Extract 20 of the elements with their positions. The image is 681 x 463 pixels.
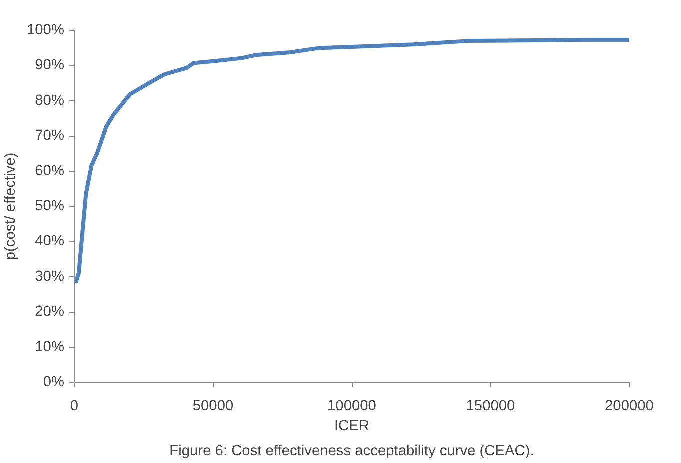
caption: Figure 6: Cost effectiveness acceptability curve (CEAC). — [170, 444, 534, 460]
x-tick-label: 150000 — [466, 398, 516, 414]
y-tick-label: 70% — [35, 128, 65, 144]
y-axis-title: p(cost/ effective) — [3, 152, 20, 260]
y-tick-label: 30% — [35, 268, 65, 285]
x-tick-label: 200000 — [605, 398, 654, 414]
x-tick-label: 50000 — [192, 398, 234, 414]
y-tick-label: 60% — [35, 163, 65, 180]
y-tick-label: 80% — [35, 92, 65, 109]
x-tick-label: 100000 — [328, 398, 376, 414]
y-tick-label: 40% — [35, 234, 65, 250]
y-tick-label: 90% — [35, 58, 65, 74]
x-tick-label: 0 — [70, 398, 79, 414]
y-tick-label: 50% — [35, 198, 65, 214]
y-tick-label: 0% — [43, 374, 65, 390]
line-series — [74, 38, 630, 284]
y-tick-label: 100% — [27, 22, 65, 38]
x-axis-title: ICER — [334, 418, 370, 434]
y-tick-label: 10% — [35, 339, 65, 356]
y-tick-label: 20% — [35, 304, 65, 320]
